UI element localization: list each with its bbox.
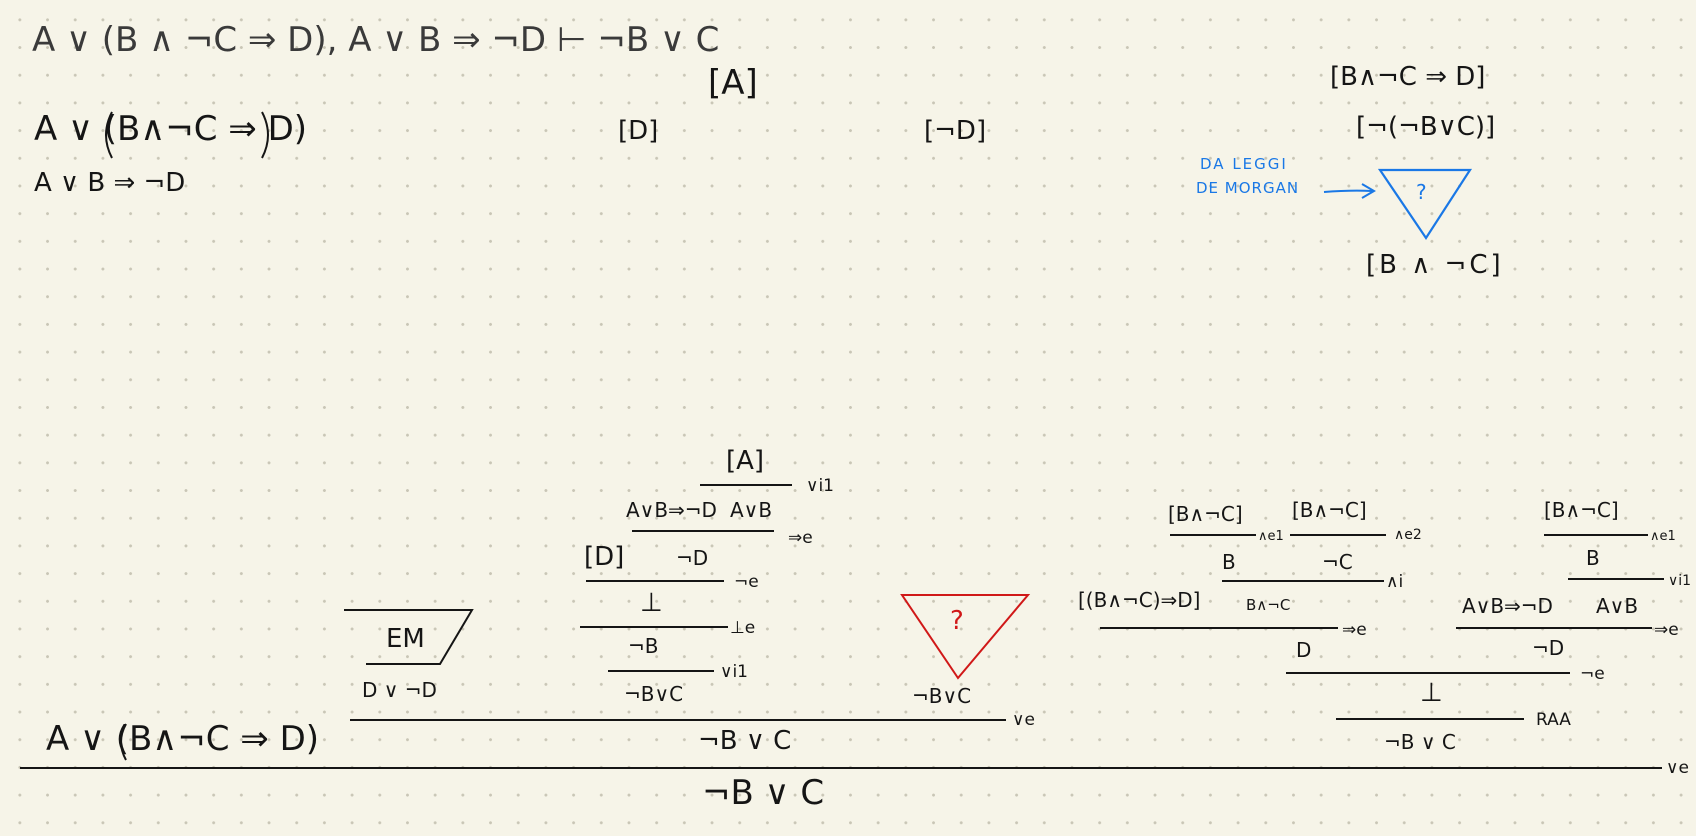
- rule-label: ⇒e: [788, 528, 813, 548]
- rule-line: [700, 484, 792, 486]
- rule-label: ¬e: [734, 572, 759, 592]
- rule-label: ∧i: [1386, 572, 1404, 592]
- mid-or-result: ¬B∨C: [624, 682, 684, 706]
- main-premise: A ∨ (B∧¬C ⇒ D): [46, 719, 320, 759]
- mid-or-formula: A∨B: [730, 498, 773, 522]
- assumption-d: [D]: [618, 116, 659, 146]
- rule-line: [586, 580, 724, 582]
- side-assumption-2: [¬(¬B∨C)]: [1356, 112, 1496, 142]
- rule-label: ⇒e: [1654, 620, 1679, 640]
- rule-label: ∧e2: [1394, 527, 1422, 543]
- right-d: D: [1296, 638, 1312, 662]
- rule-label: ¬e: [1580, 664, 1605, 684]
- annotation-line-2: DE MORGAN: [1196, 179, 1300, 197]
- right-bottom: ⊥: [1420, 678, 1443, 708]
- rule-line: [1544, 534, 1648, 536]
- mid-not-d: ¬D: [676, 546, 709, 570]
- rule-label: ∨i1: [1668, 573, 1692, 589]
- red-triangle: [900, 594, 1031, 680]
- rule-line: [1100, 627, 1338, 629]
- conclusion: ¬B ∨ C: [702, 773, 825, 813]
- premise-1: A ∨ (B∧¬C ⇒ D): [34, 109, 308, 149]
- rule-label: ⊥e: [730, 618, 756, 638]
- rule-line: [632, 530, 774, 532]
- rule-line: [350, 719, 1006, 721]
- rule-label: ⇒e: [1342, 620, 1367, 640]
- right-not-c: ¬C: [1322, 550, 1353, 574]
- red-branch-result: ¬B∨C: [912, 684, 972, 708]
- right-hyp-3: [B∧¬C]: [1544, 498, 1619, 522]
- final-rule-line: [20, 767, 1662, 769]
- em-result: D ∨ ¬D: [362, 678, 437, 702]
- mid-result: ¬B ∨ C: [698, 726, 792, 756]
- red-triangle-mark: ?: [950, 606, 964, 636]
- right-hyp-1: [B∧¬C]: [1168, 502, 1243, 526]
- rule-line: [1286, 672, 1570, 674]
- rule-line: [1290, 534, 1386, 536]
- side-assumption-1: [B∧¬C ⇒ D]: [1330, 62, 1486, 92]
- rule-line: [1222, 580, 1384, 582]
- mid-hyp-d: [D]: [584, 542, 625, 572]
- em-label: EM: [386, 624, 425, 654]
- assumption-a: [A]: [708, 63, 758, 103]
- mid-not-b: ¬B: [628, 634, 659, 658]
- rule-label: ∨i1: [720, 662, 748, 682]
- right-b-and-not-c: B∧¬C: [1246, 596, 1291, 614]
- blue-arrow-head: [1361, 183, 1376, 199]
- right-b: B: [1222, 550, 1236, 574]
- mid-hyp-a: [A]: [726, 446, 765, 476]
- rule-line: [608, 670, 714, 672]
- rule-label: ∧e1: [1258, 529, 1284, 544]
- rule-label: ∨e: [1012, 710, 1035, 730]
- rule-label: ∨i1: [806, 476, 834, 496]
- right-result: ¬B ∨ C: [1384, 730, 1456, 754]
- rule-line: [1456, 627, 1652, 629]
- assumption-not-d: [¬D]: [924, 116, 987, 146]
- blue-arrow: [1323, 189, 1373, 193]
- mid-imp-formula: A∨B⇒¬D: [626, 498, 717, 522]
- right-not-d: ¬D: [1532, 636, 1565, 660]
- rule-label: RAA: [1536, 710, 1571, 730]
- right-hyp-imp: [(B∧¬C)⇒D]: [1078, 588, 1201, 612]
- final-rule-label: ∨e: [1666, 758, 1689, 778]
- rule-line: [580, 626, 728, 628]
- right-hyp-2: [B∧¬C]: [1292, 498, 1367, 522]
- annotation-line-1: DA LEGGI: [1200, 155, 1288, 173]
- sequent-title: A ∨ (B ∧ ¬C ⇒ D), A ∨ B ⇒ ¬D ⊢ ¬B ∨ C: [32, 20, 720, 60]
- blue-triangle-mark: ?: [1416, 180, 1427, 204]
- right-b-2: B: [1586, 546, 1600, 570]
- rule-line: [1568, 578, 1664, 580]
- premise-2: A ∨ B ⇒ ¬D: [34, 168, 186, 198]
- right-or-formula: A∨B: [1596, 594, 1639, 618]
- mid-bottom: ⊥: [640, 588, 663, 618]
- side-result: [B ∧ ¬C]: [1366, 250, 1504, 280]
- rule-line: [1170, 534, 1256, 536]
- rule-label: ∧e1: [1650, 529, 1676, 544]
- rule-line: [1336, 718, 1524, 720]
- right-imp-formula: A∨B⇒¬D: [1462, 594, 1553, 618]
